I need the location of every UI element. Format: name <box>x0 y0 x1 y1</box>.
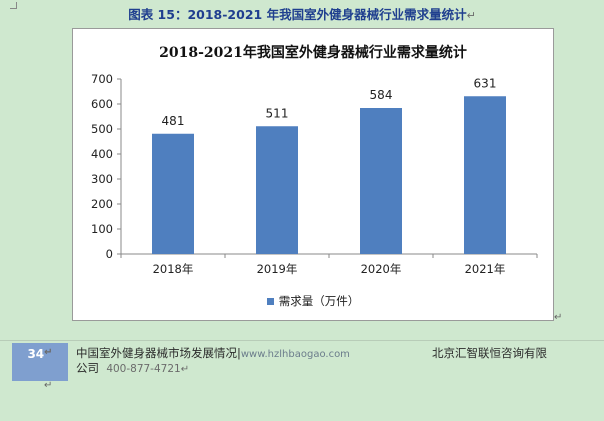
y-tick-label: 700 <box>91 72 113 86</box>
y-tick-label: 600 <box>91 97 113 111</box>
chart-container: 2018-2021年我国室外健身器械行业需求量统计 0 100 200 300 400 5… <box>72 28 554 321</box>
y-tick-label: 300 <box>91 172 113 186</box>
data-label: 631 <box>474 76 497 90</box>
chart-title: 2018-2021年我国室外健身器械行业需求量统计 <box>159 45 467 61</box>
chart-legend: 需求量（万件） <box>73 293 553 309</box>
data-label: 481 <box>162 114 185 128</box>
bar-chart-plot: 0 100 200 300 400 500 600 700 481 2018年 511 2019年 58… <box>91 72 538 276</box>
y-tick-label: 200 <box>91 197 113 211</box>
bar <box>464 96 506 254</box>
legend-swatch <box>266 298 274 305</box>
footer-return-mark: ↵ <box>180 364 190 375</box>
x-tick-label: 2020年 <box>361 262 402 276</box>
y-tick-label: 500 <box>91 122 113 136</box>
footer-company-suffix: 公司 <box>76 361 99 375</box>
footer-separator: | <box>237 346 241 360</box>
page-number-badge: 34 ↵ <box>12 343 68 381</box>
figure-caption: 图表 15：2018-2021 年我国室外健身器械行业需求量统计↵ <box>0 4 604 23</box>
footer-url: www.hzlhbaogao.com <box>240 349 350 360</box>
bar <box>360 108 402 254</box>
figure-caption-text: 图表 15：2018-2021 年我国室外健身器械行业需求量统计 <box>128 7 467 22</box>
y-tick-label: 400 <box>91 147 113 161</box>
x-tick-label: 2021年 <box>465 262 506 276</box>
legend-label: 需求量（万件） <box>278 294 360 308</box>
footer-phone: 400-877-4721 <box>106 363 181 375</box>
bar <box>152 133 194 254</box>
y-tick-label: 0 <box>106 247 113 261</box>
data-label: 511 <box>266 106 289 120</box>
footer-contact-line: 公司 400-877-4721↵ <box>76 360 189 376</box>
footer-report-line: 中国室外健身器械市场发展情况|www.hzlhbaogao.com <box>76 345 350 361</box>
x-tick-label: 2018年 <box>153 262 194 276</box>
data-label: 584 <box>370 88 393 102</box>
corner-crop-mark <box>10 2 17 9</box>
page-number-return: ↵ <box>44 347 53 358</box>
footer-divider <box>0 340 604 341</box>
bottom-return-mark: ↵ <box>44 380 53 391</box>
chart-return-mark: ↵ <box>554 312 563 323</box>
bar <box>256 126 298 254</box>
page-number: 34 <box>27 347 45 361</box>
x-tick-label: 2019年 <box>257 262 298 276</box>
y-tick-label: 100 <box>91 222 113 236</box>
footer-company-name: 北京汇智联恒咨询有限 <box>432 346 547 360</box>
paragraph-mark: ↵ <box>466 9 476 22</box>
footer-report-title: 中国室外健身器械市场发展情况 <box>76 346 237 360</box>
